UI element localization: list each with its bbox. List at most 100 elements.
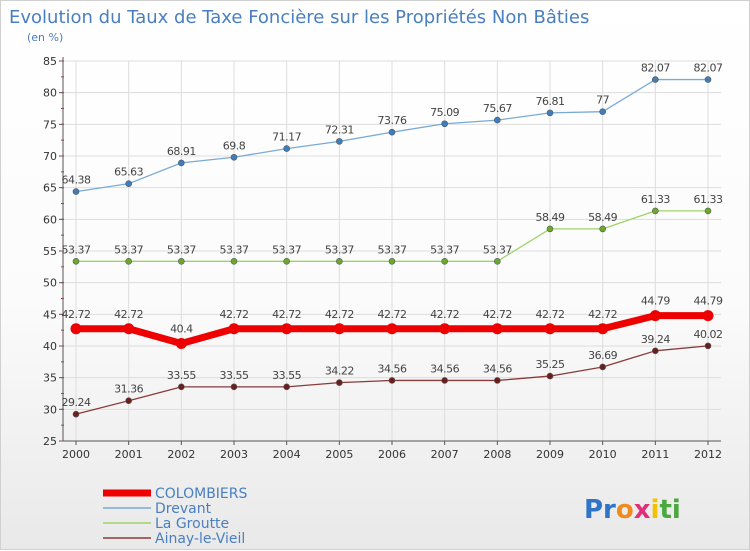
data-label: 33.55 xyxy=(272,369,301,382)
series-point xyxy=(123,323,135,335)
data-label: 42.72 xyxy=(536,308,565,321)
x-tick-label: 2004 xyxy=(273,448,301,461)
series-point xyxy=(441,377,448,384)
series-point xyxy=(441,120,448,128)
data-label: 42.72 xyxy=(483,308,512,321)
logo-part-3: x xyxy=(634,495,651,525)
legend-label: Ainay-le-Vieil xyxy=(155,531,245,547)
data-label: 31.36 xyxy=(114,383,143,396)
data-label: 40.4 xyxy=(170,322,193,335)
data-label: 42.72 xyxy=(272,308,301,321)
data-label: 72.31 xyxy=(325,123,354,136)
y-tick-label: 85 xyxy=(43,55,57,68)
data-label: 35.25 xyxy=(536,358,565,371)
data-label: 53.37 xyxy=(483,243,512,256)
series-point xyxy=(704,76,712,83)
series-point xyxy=(439,323,451,335)
series-point xyxy=(336,379,343,386)
data-label: 61.33 xyxy=(641,193,670,206)
data-label: 53.37 xyxy=(167,243,196,256)
series-point xyxy=(228,323,240,335)
series-point xyxy=(283,258,290,265)
series-point xyxy=(281,323,293,335)
y-tick-label: 65 xyxy=(43,182,57,195)
data-label: 39.24 xyxy=(641,333,670,346)
data-label: 73.76 xyxy=(378,114,407,127)
series-point xyxy=(178,159,185,167)
logo-part-1: Pr xyxy=(584,495,616,525)
data-label: 82.07 xyxy=(694,62,723,75)
x-tick-label: 2005 xyxy=(325,448,353,461)
data-label: 53.37 xyxy=(272,243,301,256)
y-tick-label: 75 xyxy=(43,118,57,131)
series-point xyxy=(178,383,185,391)
data-label: 42.72 xyxy=(114,308,143,321)
x-tick-label: 2000 xyxy=(62,448,90,461)
data-label: 58.49 xyxy=(588,211,617,224)
series-point xyxy=(72,188,80,195)
series-point xyxy=(72,410,80,418)
series-point xyxy=(652,207,659,215)
series-point xyxy=(544,323,556,335)
y-tick-label: 80 xyxy=(43,87,57,100)
data-label: 42.72 xyxy=(325,308,354,321)
data-label: 75.09 xyxy=(430,106,459,119)
data-label: 34.22 xyxy=(325,365,354,378)
data-label: 75.67 xyxy=(483,102,512,115)
data-label: 34.56 xyxy=(483,362,512,375)
series-point xyxy=(546,109,554,117)
data-label: 42.72 xyxy=(378,308,407,321)
data-label: 53.37 xyxy=(114,243,143,256)
x-tick-label: 2011 xyxy=(641,448,669,461)
x-tick-label: 2010 xyxy=(589,448,617,461)
data-label: 36.69 xyxy=(588,349,617,362)
data-label: 76.81 xyxy=(536,95,565,108)
series-point xyxy=(546,225,554,233)
data-label: 61.33 xyxy=(694,193,723,206)
y-tick-label: 70 xyxy=(43,150,57,163)
logo-part-2: o xyxy=(616,495,634,525)
series-point xyxy=(494,116,501,124)
series-point xyxy=(230,153,238,161)
series-point xyxy=(388,258,396,265)
data-labels: 64.38 65.63 68.91 69.8 71.17 72.31 73.76 75.09 7… xyxy=(62,62,724,410)
series-point xyxy=(178,258,185,265)
y-tick-label: 55 xyxy=(43,245,57,258)
data-label: 68.91 xyxy=(167,145,196,158)
series-point xyxy=(125,258,132,265)
data-label: 82.07 xyxy=(641,62,670,75)
svg-text:Proxiti: Proxiti xyxy=(584,495,681,525)
x-tick-label: 2007 xyxy=(431,448,459,461)
series-point xyxy=(386,323,398,335)
data-label: 34.56 xyxy=(430,362,459,375)
series-point xyxy=(175,337,187,349)
logo-part-4: i xyxy=(651,495,660,525)
data-label: 53.37 xyxy=(62,243,91,256)
series-point xyxy=(125,397,132,405)
y-tick-label: 40 xyxy=(43,340,57,353)
series-point xyxy=(704,207,712,215)
data-label: 65.63 xyxy=(114,166,143,179)
proxiti-logo: Proxiti xyxy=(584,495,681,525)
series-point xyxy=(70,323,82,335)
data-label: 53.37 xyxy=(378,243,407,256)
x-tick-label: 2006 xyxy=(378,448,406,461)
series-point xyxy=(597,323,609,335)
chart-subtitle: (en %) xyxy=(27,31,63,44)
data-label: 42.72 xyxy=(588,308,617,321)
series-point xyxy=(652,347,659,355)
x-tick-label: 2009 xyxy=(536,448,564,461)
legend-label: COLOMBIERS xyxy=(155,486,248,502)
data-label: 29.24 xyxy=(62,396,91,409)
series-point xyxy=(652,76,659,83)
series-point xyxy=(388,377,396,384)
series-point xyxy=(72,258,80,265)
data-label: 44.79 xyxy=(641,295,670,308)
data-label: 64.38 xyxy=(62,174,91,187)
data-label: 44.79 xyxy=(694,295,723,308)
x-tick-label: 2001 xyxy=(115,448,143,461)
series-point xyxy=(599,363,606,371)
data-label: 53.37 xyxy=(430,243,459,256)
